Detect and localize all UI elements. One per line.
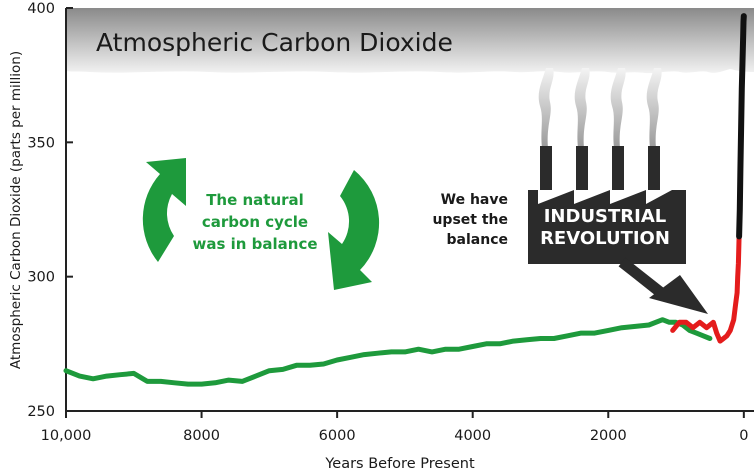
annotation-line: The natural [206, 191, 304, 209]
x-axis-label: Years Before Present [324, 456, 475, 472]
x-tick-label: 8000 [183, 428, 220, 444]
series-line-3 [736, 13, 747, 240]
smoke-band [66, 8, 754, 74]
x-tick-label: 6000 [319, 428, 356, 444]
y-tick-label: 400 [27, 1, 55, 17]
annotation-line: upset the [432, 212, 508, 228]
axes [65, 8, 754, 412]
factory-icon [528, 146, 686, 264]
tick-labels: 250 300 350 400 10,000 8000 6000 4000 2000 0 [27, 1, 748, 444]
series-line-1 [63, 317, 713, 387]
y-tick-label: 250 [27, 404, 55, 420]
x-tick-label: 0 [739, 428, 748, 444]
annotation-line: was in balance [192, 235, 317, 253]
annotation-line: carbon cycle [202, 213, 308, 231]
pointer-arrow-icon [618, 257, 708, 314]
series-layer [63, 13, 747, 387]
y-tick-label: 350 [27, 135, 55, 151]
smoke-icon [538, 68, 662, 148]
balance-annotation: The natural carbon cycle was in balance [192, 191, 317, 253]
annotation-line: REVOLUTION [540, 228, 670, 249]
annotation-line: We have [441, 192, 508, 208]
annotation-line: balance [447, 232, 508, 248]
tick-marks [65, 7, 745, 418]
chart-title: Atmospheric Carbon Dioxide [96, 28, 453, 57]
series-line-2 [670, 233, 742, 344]
upset-annotation: We have upset the balance [432, 192, 508, 248]
x-tick-label: 2000 [590, 428, 627, 444]
annotation-line: INDUSTRIAL [544, 206, 667, 227]
smoke-layer [66, 8, 754, 148]
x-tick-label: 10,000 [41, 428, 92, 444]
x-tick-label: 4000 [454, 428, 491, 444]
y-tick-label: 300 [27, 270, 55, 286]
recycle-arrow-icon [142, 158, 380, 290]
y-axis-label: Atmospheric Carbon Dioxide (parts per mi… [8, 51, 24, 369]
